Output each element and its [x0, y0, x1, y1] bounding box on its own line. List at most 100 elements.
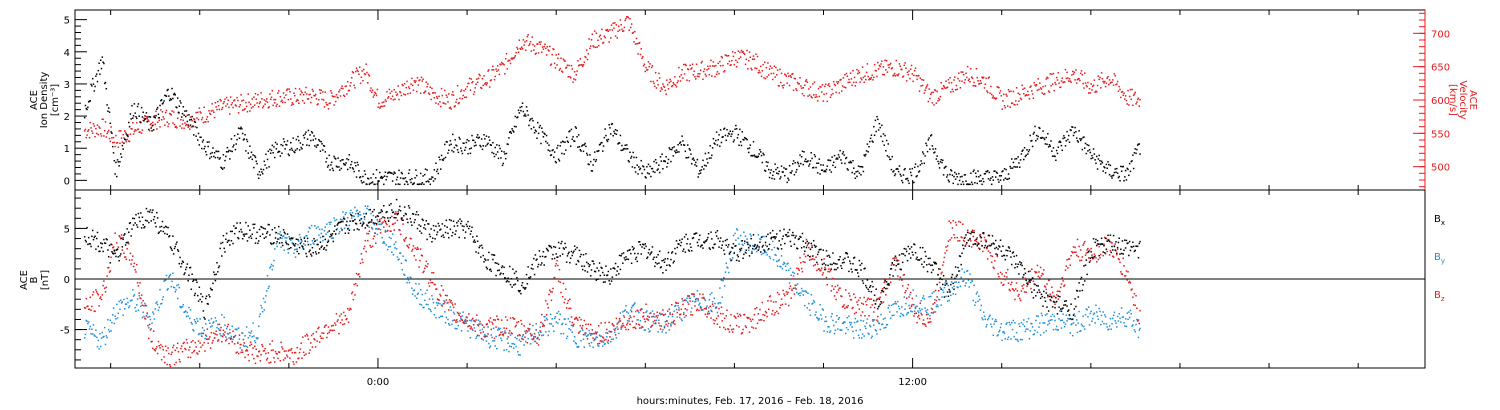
data-point [145, 112, 148, 114]
data-point [736, 312, 739, 315]
data-point [1002, 179, 1005, 181]
data-point [630, 310, 633, 313]
data-point [453, 146, 456, 149]
data-point [442, 102, 444, 104]
data-point [971, 183, 974, 186]
data-point [798, 83, 800, 85]
data-point [711, 154, 713, 157]
data-point [231, 325, 233, 328]
data-point [869, 77, 871, 80]
data-point [833, 154, 836, 157]
data-point [140, 121, 142, 124]
data-point [1075, 324, 1077, 326]
data-point [726, 309, 728, 312]
data-point [1023, 87, 1026, 89]
data-point [948, 181, 950, 183]
data-point [95, 132, 98, 135]
data-point [1030, 140, 1032, 142]
data-point [867, 332, 869, 335]
data-point [185, 338, 188, 341]
data-point [795, 284, 797, 286]
data-point [591, 33, 594, 36]
data-point [565, 66, 568, 69]
data-point [830, 171, 833, 173]
data-point [260, 353, 262, 356]
data-point [371, 220, 373, 222]
data-point [683, 316, 686, 319]
data-point [91, 328, 93, 331]
data-point [599, 34, 602, 36]
data-point [953, 175, 955, 178]
data-point [491, 69, 493, 71]
data-point [913, 166, 916, 169]
data-point [1003, 332, 1006, 334]
data-point [87, 130, 89, 132]
data-point [938, 97, 940, 100]
data-point [900, 312, 902, 315]
data-point [1069, 80, 1072, 82]
data-point [741, 331, 744, 334]
data-point [858, 337, 861, 339]
data-point [802, 163, 804, 166]
data-point [354, 70, 357, 73]
data-point [464, 320, 467, 323]
data-point [979, 79, 982, 82]
data-point [136, 263, 138, 266]
data-point [827, 84, 829, 87]
data-point [335, 165, 338, 168]
data-point [464, 319, 466, 322]
data-point [523, 115, 525, 117]
data-point [719, 129, 722, 131]
data-point [644, 320, 646, 323]
data-point [117, 312, 120, 315]
data-point [460, 89, 463, 91]
data-point [242, 99, 245, 101]
data-point [994, 170, 996, 172]
data-point [731, 328, 733, 331]
data-point [1033, 333, 1035, 335]
data-point [907, 73, 910, 76]
data-point [553, 317, 556, 320]
data-point [997, 178, 999, 181]
data-point [489, 144, 492, 146]
data-point [520, 340, 522, 343]
data-point [87, 106, 89, 109]
data-point [383, 226, 385, 228]
data-point [446, 302, 448, 304]
top-left-tick-label: 0 [64, 176, 70, 187]
data-point [372, 173, 375, 175]
data-point [1096, 84, 1099, 87]
data-point [707, 65, 709, 68]
data-point [347, 158, 350, 161]
data-point [294, 351, 297, 354]
data-point [363, 73, 366, 75]
data-point [981, 183, 983, 186]
data-point [1112, 317, 1114, 320]
data-point [1070, 323, 1072, 326]
data-point [721, 320, 723, 322]
data-point [690, 68, 692, 70]
data-point [607, 342, 610, 345]
data-point [727, 54, 730, 57]
data-point [205, 118, 208, 121]
data-point [751, 318, 754, 321]
data-point [121, 249, 124, 251]
data-point [318, 89, 321, 91]
data-point [529, 118, 532, 120]
data-point [926, 150, 929, 153]
data-point [704, 152, 707, 155]
data-point [276, 245, 278, 248]
data-point [1138, 105, 1141, 107]
data-point [744, 63, 747, 66]
data-point [788, 164, 791, 167]
data-point [354, 87, 356, 89]
data-point [478, 323, 480, 325]
data-point [585, 49, 588, 51]
data-point [177, 284, 180, 286]
data-point [833, 83, 836, 86]
data-point [1108, 328, 1110, 330]
data-point [448, 322, 450, 325]
data-point [439, 315, 442, 318]
data-point [931, 292, 934, 294]
data-point [484, 333, 486, 336]
